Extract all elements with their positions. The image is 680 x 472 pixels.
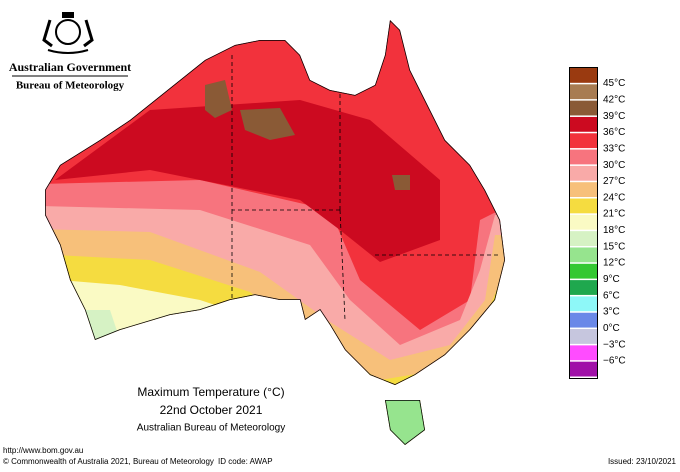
legend-label: 36°C [603,127,625,138]
legend-swatch [570,198,597,214]
legend-frame [569,67,598,379]
legend-swatch [570,149,597,165]
legend-label: 39°C [603,111,625,122]
legend-swatch [570,214,597,230]
legend-label: 3°C [603,307,620,318]
map-title: Maximum Temperature (°C) [137,385,284,399]
legend-swatch [570,280,597,295]
legend: 45°C 42°C 39°C 36°C 33°C 30°C 27°C 24°C 21°C 18°C… [569,67,626,379]
legend-label: 0°C [603,323,620,334]
legend-swatch [570,247,597,263]
map-date: 22nd October 2021 [160,403,263,417]
legend-label: 21°C [603,209,625,220]
legend-label: 18°C [603,225,625,236]
legend-swatch [570,296,597,312]
legend-swatch [570,182,597,198]
legend-swatch [570,263,597,279]
legend-swatch [570,68,597,83]
legend-label: 42°C [603,95,625,106]
legend-swatch [570,231,597,246]
legend-swatch [570,329,597,344]
legend-label: 6°C [603,290,620,301]
legend-label: 24°C [603,192,625,203]
legend-label: 30°C [603,160,625,171]
legend-swatch [570,100,597,116]
legend-swatch [570,361,597,377]
legend-swatch [570,84,597,100]
legend-swatch [570,133,597,149]
legend-label: 45°C [603,78,625,89]
legend-label: −6°C [603,356,626,367]
bureau-name: Bureau of Meteorology [16,80,125,92]
copyright: © Commonwealth of Australia 2021, Bureau… [3,457,214,466]
legend-swatch [570,345,597,361]
agency-name: Australian Government [9,60,131,74]
issued: Issued: 23/10/2021 [608,457,677,466]
legend-swatch [570,116,597,132]
legend-swatch [570,312,597,328]
map-source: Australian Bureau of Meteorology [137,423,285,434]
legend-label: 9°C [603,274,620,285]
emblem [42,12,94,54]
legend-label: 12°C [603,258,625,269]
legend-label: 33°C [603,143,625,154]
legend-label: 27°C [603,176,625,187]
url: http://www.bom.gov.au [3,446,83,455]
id-code: ID code: AWAP [218,457,273,466]
legend-label: 15°C [603,241,625,252]
legend-label: −3°C [603,339,626,350]
legend-swatch [570,165,597,181]
